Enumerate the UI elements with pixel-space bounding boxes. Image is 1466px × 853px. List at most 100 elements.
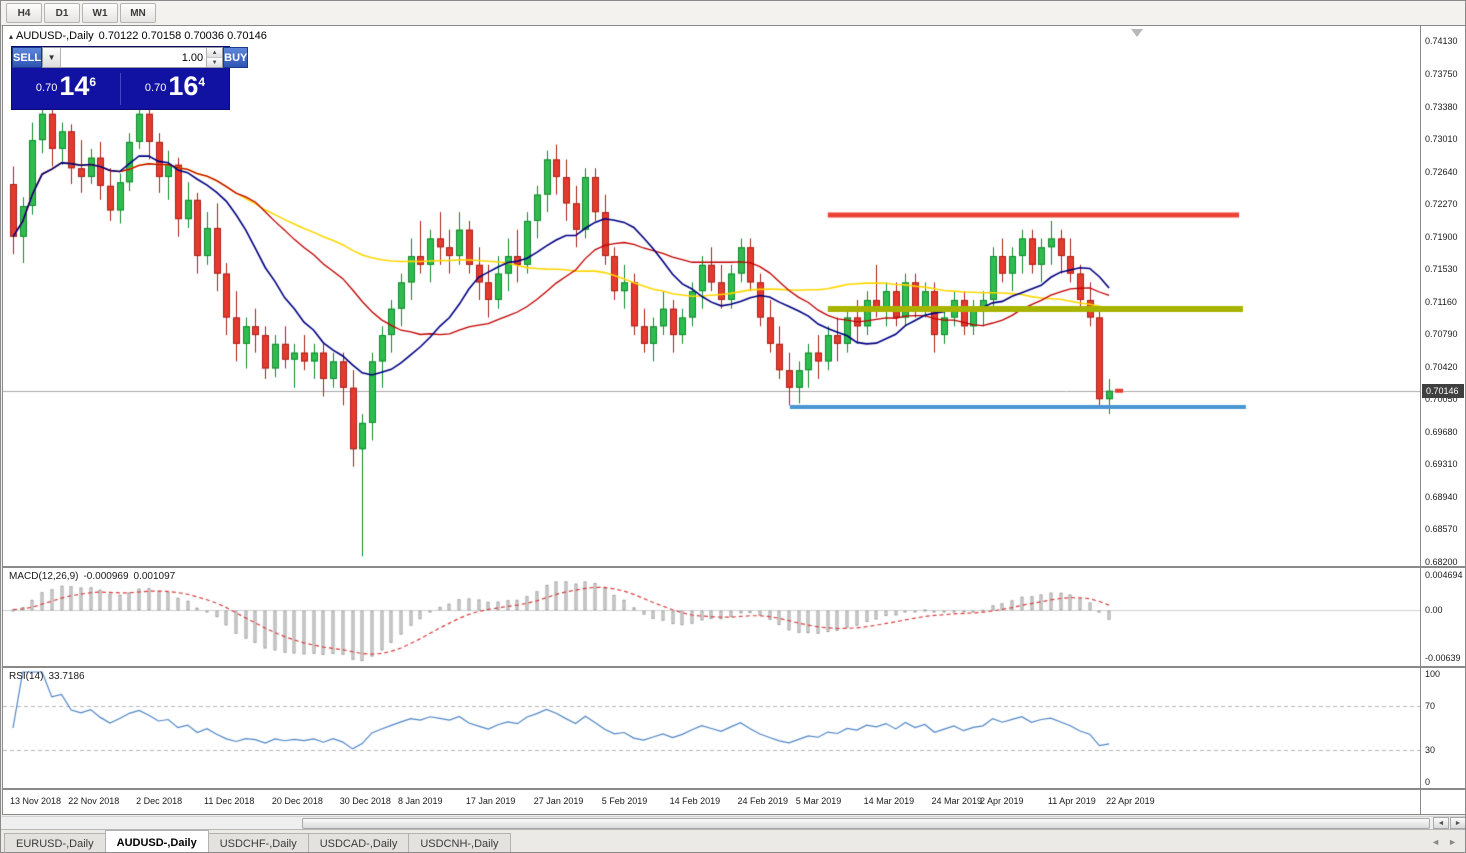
sell-price[interactable]: 0.70 14 6 <box>12 70 120 103</box>
tab-scroll-arrows: ◄ ► <box>1431 830 1457 852</box>
price-axis-label: 0.72640 <box>1425 166 1458 177</box>
sell-price-big: 14 <box>59 70 90 101</box>
price-axis-label: 0.68940 <box>1425 491 1458 502</box>
buy-price-big: 16 <box>168 70 199 101</box>
sell-button[interactable]: SELL <box>12 47 43 68</box>
price-divider <box>120 72 121 105</box>
volume-control: ▼ ▲ ▼ <box>42 47 224 68</box>
sell-price-small: 0.70 <box>35 82 58 95</box>
volume-input[interactable] <box>61 48 207 67</box>
price-axis-label: 0.69680 <box>1425 426 1458 437</box>
timeframe-button-h4[interactable]: H4 <box>6 3 42 23</box>
date-label: 5 Mar 2019 <box>795 796 842 806</box>
tab-eurusd-daily[interactable]: EURUSD-,Daily <box>4 833 106 852</box>
macd-label: MACD(12,26,9) -0.000969 0.001097 <box>9 571 176 582</box>
price-axis-label: 0.73750 <box>1425 69 1458 80</box>
date-label: 2 Dec 2018 <box>136 796 183 806</box>
time-axis-corner <box>1420 790 1465 814</box>
tab-audusd-daily[interactable]: AUDUSD-,Daily <box>104 830 209 852</box>
scroll-to-end-marker[interactable] <box>1131 29 1143 37</box>
buy-price-small: 0.70 <box>144 82 167 95</box>
symbol-label: AUDUSD-,Daily <box>16 30 94 42</box>
pane-separator <box>3 788 1465 790</box>
price-axis-label: 0.74130 <box>1425 35 1458 46</box>
date-label: 5 Feb 2019 <box>601 796 648 806</box>
date-label: 20 Dec 2018 <box>271 796 323 806</box>
rsi-axis: 100 70 30 0 <box>1420 668 1465 788</box>
chart-tab-bar: EURUSD-,Daily AUDUSD-,Daily USDCHF-,Dail… <box>1 829 1465 852</box>
rsi-axis-label: 30 <box>1425 745 1436 756</box>
tab-scroll-right-icon[interactable]: ► <box>1448 837 1457 847</box>
tab-usdchf-daily[interactable]: USDCHF-,Daily <box>207 833 309 852</box>
chart-frame: ▴ AUDUSD-,Daily 0.70122 0.70158 0.70036 0.… <box>2 25 1465 815</box>
price-axis-label: 0.68200 <box>1425 556 1458 567</box>
date-label: 22 Apr 2019 <box>1106 796 1155 806</box>
scrollbar-thumb[interactable] <box>302 818 1430 829</box>
date-label: 24 Feb 2019 <box>737 796 789 806</box>
date-label: 2 Apr 2019 <box>980 796 1024 806</box>
timeframe-toolbar: H4 D1 W1 MN <box>1 1 1465 26</box>
date-label: 11 Dec 2018 <box>204 796 255 806</box>
date-label: 27 Jan 2019 <box>533 796 584 806</box>
price-axis-label: 0.70420 <box>1425 361 1458 372</box>
date-label: 22 Nov 2018 <box>68 796 120 806</box>
timeframe-button-mn[interactable]: MN <box>120 3 156 23</box>
symbol-ohlc-line: ▴ AUDUSD-,Daily 0.70122 0.70158 0.70036 0.… <box>9 30 272 42</box>
collapse-ohlc-icon[interactable]: ▴ <box>9 32 14 41</box>
time-axis: 13 Nov 2018 22 Nov 2018 2 Dec 2018 11 Dec 2… <box>3 790 1465 814</box>
price-axis-label: 0.70790 <box>1425 329 1458 340</box>
date-label: 14 Feb 2019 <box>669 796 721 806</box>
date-label: 13 Nov 2018 <box>10 796 62 806</box>
date-label: 30 Dec 2018 <box>339 796 391 806</box>
tab-usdcnh-daily[interactable]: USDCNH-,Daily <box>408 833 511 852</box>
date-label: 24 Mar 2019 <box>931 796 983 806</box>
rsi-canvas[interactable] <box>3 668 1421 788</box>
macd-axis: 0.004694 0.00 -0.00639 <box>1420 568 1465 666</box>
date-label: 14 Mar 2019 <box>863 796 915 806</box>
scrollbar-right-arrow-icon[interactable]: ► <box>1450 817 1465 829</box>
buy-price-pip: 4 <box>198 74 206 89</box>
rsi-axis-label: 100 <box>1425 669 1441 679</box>
macd-axis-label: 0.004694 <box>1425 570 1463 580</box>
sell-price-pip: 6 <box>89 74 97 89</box>
price-axis-label: 0.71530 <box>1425 264 1458 275</box>
macd-axis-label: -0.00639 <box>1425 653 1461 663</box>
macd-axis-label: 0.00 <box>1425 604 1443 615</box>
price-pane: ▴ AUDUSD-,Daily 0.70122 0.70158 0.70036 0.… <box>3 26 1465 567</box>
volume-down-button[interactable]: ▼ <box>207 58 223 67</box>
timeframe-button-d1[interactable]: D1 <box>44 3 80 23</box>
price-axis-label: 0.73010 <box>1425 134 1458 145</box>
price-axis-label: 0.70050 <box>1425 394 1458 405</box>
pane-separator[interactable] <box>3 666 1465 668</box>
date-label: 11 Apr 2019 <box>1047 796 1096 806</box>
price-axis-label: 0.73380 <box>1425 101 1458 112</box>
macd-pane: MACD(12,26,9) -0.000969 0.001097 0.004694 0… <box>3 568 1465 666</box>
price-axis: 0.74130 0.73750 0.73380 0.73010 0.72640 0.722… <box>1420 26 1465 567</box>
volume-dropdown-icon[interactable]: ▼ <box>43 48 62 67</box>
macd-canvas[interactable] <box>3 568 1421 666</box>
scrollbar-left-arrow-icon[interactable]: ◄ <box>1433 817 1449 829</box>
date-label: 17 Jan 2019 <box>465 796 516 806</box>
rsi-label: RSI(14) 33.7186 <box>9 671 85 682</box>
tab-usdcad-daily[interactable]: USDCAD-,Daily <box>307 833 410 852</box>
price-axis-label: 0.71900 <box>1425 231 1458 242</box>
timeframe-button-w1[interactable]: W1 <box>82 3 118 23</box>
one-click-trading-panel: SELL ▼ ▲ ▼ BUY 0.70 14 6 <box>11 46 249 110</box>
price-axis-label: 0.69310 <box>1425 459 1458 470</box>
rsi-axis-label: 70 <box>1425 700 1436 711</box>
date-label: 8 Jan 2019 <box>398 796 443 806</box>
buy-button[interactable]: BUY <box>223 47 249 68</box>
price-axis-label: 0.72270 <box>1425 199 1458 210</box>
pane-separator[interactable] <box>3 566 1465 568</box>
price-chart-canvas[interactable] <box>3 26 1421 566</box>
rsi-axis-label: 0 <box>1425 777 1431 787</box>
buy-price[interactable]: 0.70 16 4 <box>121 70 229 103</box>
price-axis-label: 0.68570 <box>1425 524 1458 535</box>
rsi-pane: RSI(14) 33.7186 100 70 30 0 <box>3 668 1465 788</box>
tab-scroll-left-icon[interactable]: ◄ <box>1431 837 1441 847</box>
ohlc-values: 0.70122 0.70158 0.70036 0.70146 <box>98 30 267 42</box>
price-axis-label: 0.71160 <box>1425 296 1457 307</box>
volume-up-button[interactable]: ▲ <box>207 48 223 58</box>
chart-horizontal-scrollbar[interactable]: ◄ ► <box>2 816 1465 829</box>
